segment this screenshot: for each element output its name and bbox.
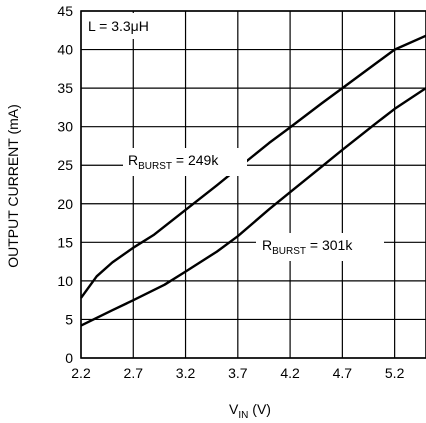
y-axis-title: OUTPUT CURRENT (mA) [5, 104, 21, 268]
series-label-bg-301k [256, 233, 384, 261]
y-tick-labels: 0 5 10 15 20 25 30 35 40 45 [57, 3, 73, 366]
x-tick-label: 3.7 [228, 365, 248, 381]
y-tick-label: 40 [57, 42, 73, 58]
x-axis-title: VIN (V) [229, 401, 271, 421]
y-tick-label: 10 [57, 273, 73, 289]
x-tick-label: 4.2 [280, 365, 300, 381]
y-tick-label: 35 [57, 80, 73, 96]
grid [80, 10, 426, 359]
x-tick-label: 3.2 [176, 365, 196, 381]
plot-frame [80, 10, 426, 359]
x-tick-label: 4.7 [333, 365, 353, 381]
plot-border [80, 10, 426, 359]
series-label-249k: RBURST = 249k [128, 152, 219, 172]
y-tick-label: 30 [57, 119, 73, 135]
y-tick-label: 25 [57, 157, 73, 173]
x-tick-label: 5.2 [385, 365, 405, 381]
y-tick-label: 0 [65, 350, 73, 366]
series-label-301k: RBURST = 301k [262, 237, 353, 257]
series-line-2 [80, 87, 426, 327]
y-tick-label: 15 [57, 234, 73, 250]
inset-label-box [82, 13, 164, 39]
inset-label: L = 3.3μH [88, 18, 149, 34]
y-tick-label: 20 [57, 196, 73, 212]
y-tick-label: 45 [57, 3, 73, 19]
series-label-bg-249k [123, 148, 247, 176]
x-tick-label: 2.7 [124, 365, 144, 381]
y-tick-label: 5 [65, 311, 73, 327]
x-tick-label: 2.2 [71, 365, 91, 381]
x-tick-labels: 2.2 2.7 3.2 3.7 4.2 4.7 5.2 [71, 365, 404, 381]
